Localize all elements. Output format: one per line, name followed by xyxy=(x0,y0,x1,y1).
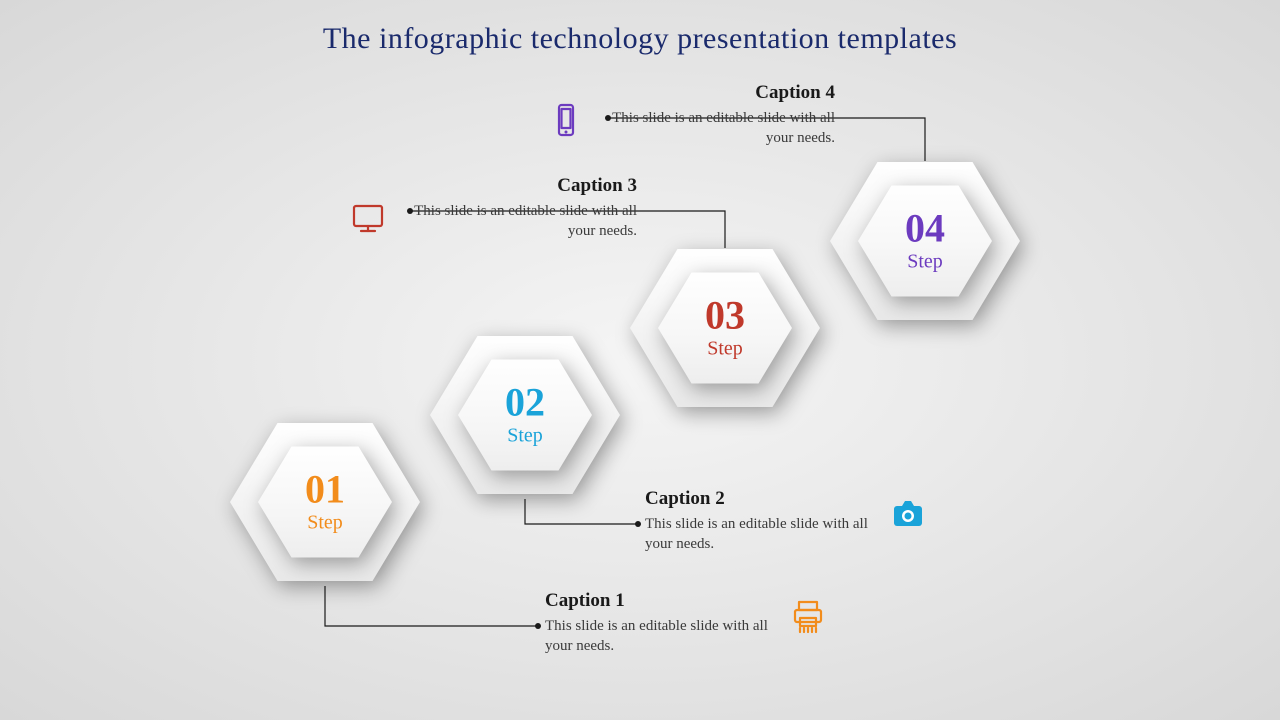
caption-body: This slide is an editable slide with all… xyxy=(605,108,835,149)
caption-1: Caption 1 This slide is an editable slide… xyxy=(545,590,775,657)
printer-icon xyxy=(790,598,826,634)
caption-4: Caption 4 This slide is an editable slide… xyxy=(605,82,835,149)
caption-body: This slide is an editable slide with all… xyxy=(645,514,875,555)
caption-title: Caption 1 xyxy=(545,590,775,612)
connector-dot xyxy=(535,623,541,629)
caption-3: Caption 3 This slide is an editable slide… xyxy=(407,175,637,242)
connector-dot xyxy=(635,521,641,527)
phone-icon xyxy=(548,102,584,138)
caption-title: Caption 4 xyxy=(605,82,835,104)
caption-2: Caption 2 This slide is an editable slide… xyxy=(645,488,875,555)
caption-title: Caption 3 xyxy=(407,175,637,197)
caption-body: This slide is an editable slide with all… xyxy=(545,616,775,657)
camera-icon xyxy=(890,496,926,532)
diagram-stage: 01Step02Step03Step04StepCaption 1This sl… xyxy=(0,0,1280,720)
connector-1 xyxy=(325,586,538,626)
caption-body: This slide is an editable slide with all… xyxy=(407,201,637,242)
monitor-icon xyxy=(350,200,386,236)
caption-title: Caption 2 xyxy=(645,488,875,510)
connector-2 xyxy=(525,499,638,524)
